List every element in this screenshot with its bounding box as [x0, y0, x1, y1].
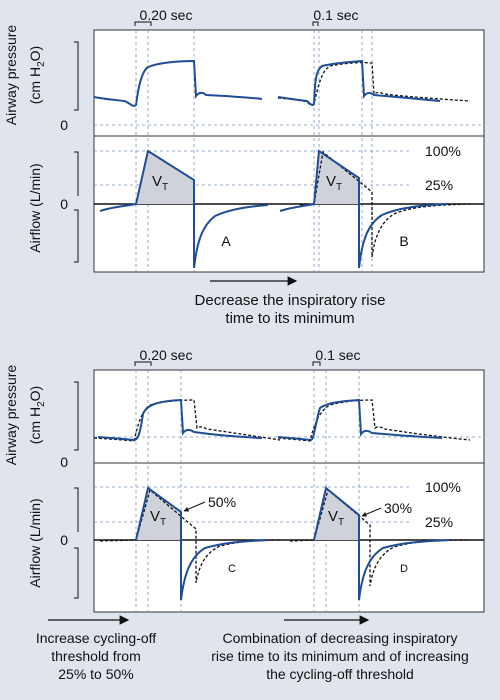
- rise-time-label-c: 0.20 sec: [140, 347, 193, 363]
- top-caption-line1: Decrease the inspiratory rise: [195, 292, 386, 309]
- flow-trace-b: [279, 149, 449, 269]
- pct-25-label-bottom: 25%: [425, 514, 453, 530]
- bottom-pressure-axis-label: Airway pressure: [3, 365, 19, 466]
- pct-25-label-top: 25%: [425, 177, 453, 193]
- pressure-trace-d: [277, 398, 443, 442]
- bottom-left-caption-line3: 25% to 50%: [58, 666, 134, 682]
- bottom-panel: [93, 361, 485, 613]
- rise-time-label-d: 0.1 sec: [315, 347, 360, 363]
- bottom-flow-axis-label: Airflow (L/min): [27, 498, 43, 587]
- cycling-label-d: 30%: [384, 500, 412, 516]
- pressure-trace-d-dashed: [277, 399, 471, 442]
- flow-trace-d: [313, 486, 451, 601]
- bottom-left-caption-line2: threshold from: [51, 648, 140, 664]
- pressure-trace-a: [93, 59, 263, 107]
- vt-area-d: [314, 488, 359, 540]
- vt-label-d: VT: [328, 508, 344, 528]
- vt-label-a: VT: [152, 173, 168, 193]
- bottom-right-caption-line3: the cycling-off threshold: [266, 666, 414, 682]
- top-flow-axis-label: Airflow (L/min): [27, 163, 43, 252]
- panel-label-b: B: [399, 233, 408, 249]
- flow-trace-a: [99, 149, 269, 269]
- top-panel: [93, 21, 485, 273]
- pressure-trace-b: [277, 59, 441, 106]
- bottom-y-axis-braces: [74, 381, 79, 599]
- panel-label-c: C: [228, 563, 236, 575]
- flow-trace-c: [135, 486, 269, 601]
- cycling-label-c: 50%: [208, 494, 236, 510]
- rise-bracket-d: [312, 361, 321, 366]
- rise-bracket-a: [134, 21, 152, 26]
- bottom-right-caption-line2: rise time to its minimum and of increasi…: [211, 648, 469, 664]
- top-flow-zero: 0: [60, 196, 68, 212]
- top-caption-line2: time to its minimum: [225, 310, 354, 327]
- pressure-trace-c: [97, 398, 263, 442]
- top-pressure-unit-label: (cm H2O): [27, 46, 47, 104]
- vt-area-b: [314, 151, 359, 204]
- bottom-right-caption-line1: Combination of decreasing inspiratory: [222, 630, 457, 646]
- rise-time-label-b: 0.1 sec: [313, 7, 358, 23]
- rise-bracket-b: [312, 21, 319, 26]
- cycle-arrow-d: [361, 507, 382, 517]
- bottom-panel-frame: [93, 369, 485, 613]
- top-pressure-axis-label: Airway pressure: [3, 25, 19, 126]
- vt-label-c: VT: [150, 508, 166, 528]
- pressure-trace-c-dashed: [93, 399, 281, 442]
- pressure-trace-b-dashed: [277, 61, 471, 106]
- top-pressure-zero: 0: [60, 117, 68, 133]
- cycle-arrow-c: [183, 501, 206, 512]
- pct-100-label-bottom: 100%: [425, 479, 461, 495]
- panel-label-a: A: [221, 233, 231, 249]
- pct-100-label-top: 100%: [425, 143, 461, 159]
- bottom-pressure-unit-label: (cm H2O): [27, 386, 47, 444]
- bottom-pressure-zero: 0: [60, 454, 68, 470]
- vt-label-b: VT: [326, 173, 342, 193]
- rise-time-label-a: 0.20 sec: [140, 7, 193, 23]
- panel-label-d: D: [400, 563, 408, 575]
- rise-bracket-c: [134, 361, 152, 366]
- vt-area-a: [136, 151, 194, 204]
- bottom-left-caption-line1: Increase cycling-off: [36, 630, 156, 646]
- top-y-axis-braces: [74, 41, 79, 263]
- bottom-flow-zero: 0: [60, 532, 68, 548]
